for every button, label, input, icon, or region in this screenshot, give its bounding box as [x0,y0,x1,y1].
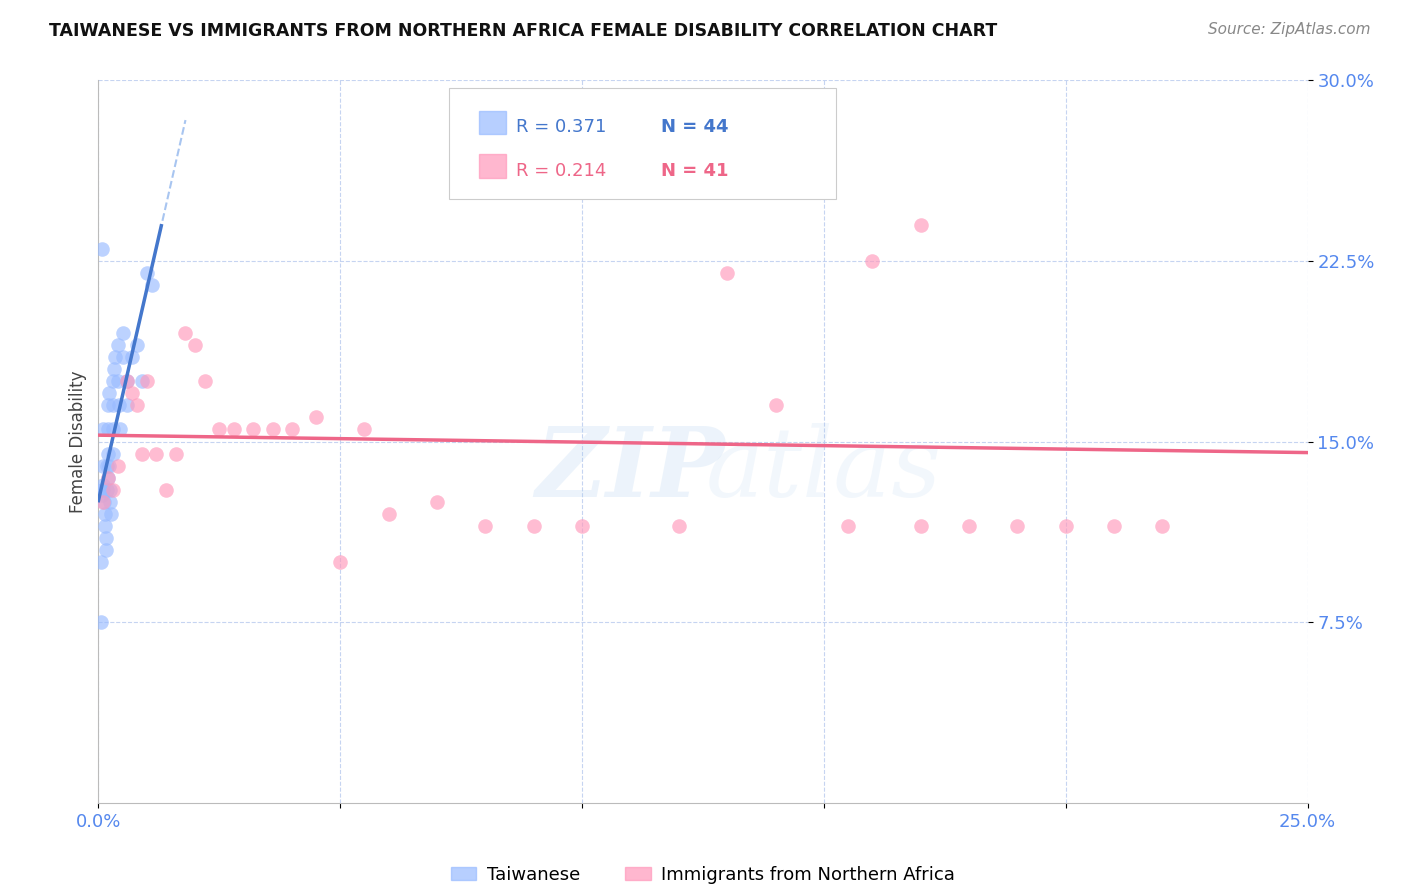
Point [426,494,449,508]
Point [91,483,114,497]
Point [222,422,245,436]
Point [107,338,129,352]
Point [90,615,112,630]
Text: ZIP: ZIP [536,424,725,517]
Text: Source: ZipAtlas.com: Source: ZipAtlas.com [1208,22,1371,37]
Point [377,507,399,521]
Point [104,350,127,364]
Legend: Taiwanese, Immigrants from Northern Africa: Taiwanese, Immigrants from Northern Afri… [443,859,963,891]
Text: atlas: atlas [706,424,942,517]
Point [98,458,121,473]
Point [117,374,139,388]
Point [813,121,835,136]
Bar [479,154,506,178]
Point [121,350,143,364]
Point [90,242,112,256]
Point [94,531,117,545]
Point [100,507,122,521]
Point [97,386,120,401]
Point [94,518,117,533]
FancyBboxPatch shape [449,87,837,200]
Point [96,458,118,473]
Point [101,483,124,497]
Point [131,446,153,460]
Point [101,446,124,460]
Point [97,398,120,412]
Point [117,398,139,412]
Point [329,555,352,569]
Point [141,277,163,292]
Point [305,410,328,425]
Text: TAIWANESE VS IMMIGRANTS FROM NORTHERN AFRICA FEMALE DISABILITY CORRELATION CHART: TAIWANESE VS IMMIGRANTS FROM NORTHERN AF… [49,22,997,40]
Point [107,398,129,412]
Point [910,218,932,232]
Point [765,398,787,412]
Point [103,362,125,376]
Text: R = 0.214: R = 0.214 [516,161,606,179]
Point [1152,518,1174,533]
Point [91,487,114,501]
Point [242,422,264,436]
Point [107,374,129,388]
Point [165,446,187,460]
Point [97,470,120,484]
Point [716,266,738,280]
Point [97,446,120,460]
Point [668,518,690,533]
Point [101,422,124,436]
Point [111,350,134,364]
Point [93,507,115,521]
Point [184,338,207,352]
Point [91,478,114,492]
Point [90,555,112,569]
Point [281,422,304,436]
Point [353,422,375,436]
Point [91,494,114,508]
Point [108,422,131,436]
Point [93,494,115,508]
Point [155,483,177,497]
Point [91,422,114,436]
Point [127,398,149,412]
Text: N = 41: N = 41 [661,161,728,179]
Point [96,483,118,497]
Point [111,326,134,340]
Point [208,422,231,436]
Text: N = 44: N = 44 [661,119,728,136]
Point [957,518,980,533]
Point [97,470,120,484]
Point [91,458,114,473]
Point [135,374,157,388]
Point [131,374,153,388]
Point [837,518,859,533]
Point [262,422,284,436]
Text: R = 0.371: R = 0.371 [516,119,606,136]
Point [117,374,139,388]
Point [101,398,124,412]
Y-axis label: Female Disability: Female Disability [69,370,87,513]
Point [127,338,149,352]
Point [90,483,112,497]
Point [97,422,120,436]
Point [523,518,546,533]
Point [194,374,217,388]
Point [860,253,883,268]
Point [910,518,932,533]
Point [121,386,143,401]
Point [96,542,118,557]
Point [98,494,121,508]
Point [98,483,121,497]
Point [474,518,496,533]
Point [101,374,124,388]
Point [145,446,167,460]
Point [1054,518,1077,533]
Point [174,326,197,340]
Point [1007,518,1029,533]
Bar [479,111,506,135]
Point [107,458,129,473]
Point [1102,518,1125,533]
Point [571,518,593,533]
Point [135,266,157,280]
